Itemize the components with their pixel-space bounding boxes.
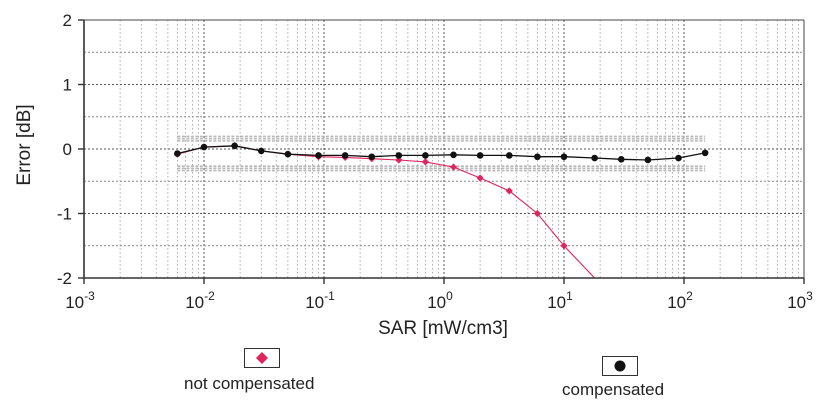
data-point-compensated: [450, 151, 457, 159]
legend-label-not-compensated: not compensated: [184, 374, 315, 393]
diamond-icon: [256, 352, 268, 364]
y-tick-label: 2: [63, 11, 72, 30]
data-point-compensated: [534, 153, 541, 161]
data-point-not-compensated: [449, 163, 458, 171]
data-point-compensated: [174, 150, 181, 157]
circle-icon: [614, 360, 626, 372]
data-point-not-compensated: [476, 174, 484, 182]
data-point-not-compensated: [421, 158, 430, 166]
x-axis-label: SAR [mW/cm3]: [378, 318, 508, 339]
data-point-compensated: [368, 153, 376, 161]
data-point-compensated: [315, 152, 322, 159]
x-tick-label: 100: [427, 289, 453, 312]
data-point-not-compensated: [533, 209, 541, 218]
y-tick-label: 1: [63, 76, 72, 95]
data-point-not-compensated: [505, 187, 513, 195]
data-point-compensated: [591, 154, 598, 162]
y-tick-label: -2: [57, 269, 72, 288]
legend-swatch-not-compensated: [244, 348, 280, 368]
x-tick-label: 103: [787, 289, 813, 312]
grid: [83, 19, 804, 279]
y-tick-label: 0: [63, 140, 72, 159]
x-tick-label: 10-2: [185, 289, 215, 312]
data-point-compensated: [257, 147, 265, 155]
x-tick-label: 101: [547, 289, 573, 312]
data-point-compensated: [476, 152, 484, 159]
data-point-compensated: [422, 152, 429, 159]
uncertainty-band: [177, 135, 706, 172]
legend-swatch-compensated: [602, 356, 638, 376]
y-tick-label: -1: [57, 205, 72, 224]
y-axis-label: Error [dB]: [14, 104, 35, 186]
axes: 210-1-210-3 10-2 10-1 100 101 102 103: [57, 11, 813, 312]
data-point-compensated: [675, 154, 682, 162]
x-tick-label: 10-1: [305, 289, 335, 312]
data-point-compensated: [644, 156, 652, 164]
data-point-compensated: [341, 152, 349, 159]
series-layer: [173, 142, 709, 279]
data-point-compensated: [200, 143, 208, 151]
series-line-compensated: [177, 145, 706, 161]
data-point-compensated: [560, 153, 568, 161]
data-point-compensated: [284, 150, 292, 158]
data-point-compensated: [701, 149, 709, 157]
data-point-compensated: [505, 152, 513, 159]
data-point-compensated: [231, 142, 238, 150]
data-point-compensated: [617, 156, 625, 163]
x-tick-label: 102: [667, 289, 693, 312]
data-point-compensated: [395, 152, 403, 159]
data-point-not-compensated: [560, 242, 568, 250]
legend-label-compensated: compensated: [562, 380, 665, 399]
x-tick-label: 10-3: [65, 289, 95, 312]
